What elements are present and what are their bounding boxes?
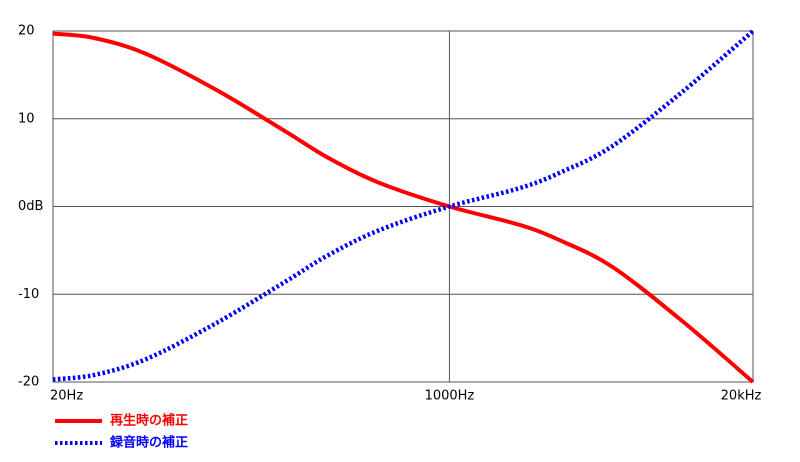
series-line: [52, 31, 755, 384]
y-tick-label: 10: [18, 111, 35, 126]
series-line: [52, 29, 755, 382]
x-tick-label: 20Hz: [50, 389, 83, 404]
legend-label: 録音時の補正: [110, 435, 188, 451]
x-tick-label: 1000Hz: [425, 389, 475, 404]
y-tick-label: 20: [18, 24, 35, 39]
legend-label: 再生時の補正: [110, 413, 188, 429]
y-tick-label: -10: [18, 287, 39, 302]
y-tick-label: -20: [18, 375, 39, 390]
y-tick-label: 0dB: [18, 199, 43, 214]
x-tick-label: 20kHz: [721, 389, 762, 404]
